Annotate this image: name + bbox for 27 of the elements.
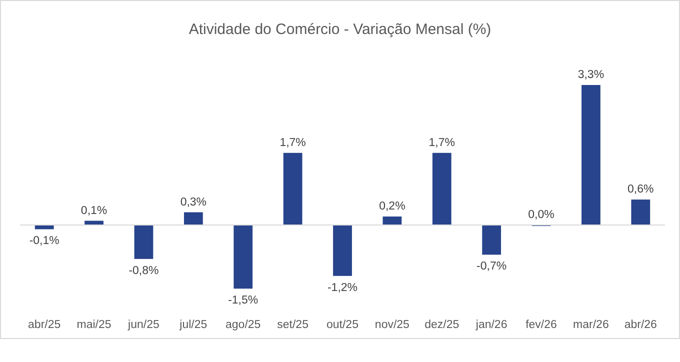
x-tick-label: dez/25 <box>424 319 460 331</box>
data-label: 0,2% <box>379 200 406 213</box>
data-label: 1,7% <box>428 136 455 149</box>
data-label: -1,2% <box>327 282 358 294</box>
x-tick-label: nov/25 <box>374 319 410 331</box>
data-label: 0,3% <box>180 196 207 208</box>
data-label: 0,6% <box>628 184 654 196</box>
data-label: -0,8% <box>128 264 159 277</box>
x-tick-label: jun/25 <box>127 319 160 331</box>
x-tick-label: mai/25 <box>76 319 112 331</box>
x-tick-label: jan/26 <box>474 319 508 331</box>
x-tick-label: abr/25 <box>28 319 61 331</box>
x-tick-label: abr/26 <box>624 319 657 331</box>
data-label: -0,1% <box>29 235 60 248</box>
data-label: 1,7% <box>280 136 306 149</box>
data-label: -0,7% <box>476 260 507 273</box>
x-tick-label: mar/26 <box>573 319 609 331</box>
x-tick-label: ago/25 <box>226 319 261 331</box>
x-tick-label: set/25 <box>277 319 308 331</box>
chart-title: Atividade do Comércio - Variação Mensal (%) <box>188 21 492 38</box>
x-tick-label: jul/25 <box>178 319 208 331</box>
x-tick-label: out/25 <box>326 319 358 331</box>
data-label: 0,1% <box>80 204 108 217</box>
data-label: -1,5% <box>228 294 258 307</box>
data-label: 3,3% <box>578 69 604 81</box>
x-tick-label: fev/26 <box>526 319 557 331</box>
data-label: 0,0% <box>528 209 554 221</box>
